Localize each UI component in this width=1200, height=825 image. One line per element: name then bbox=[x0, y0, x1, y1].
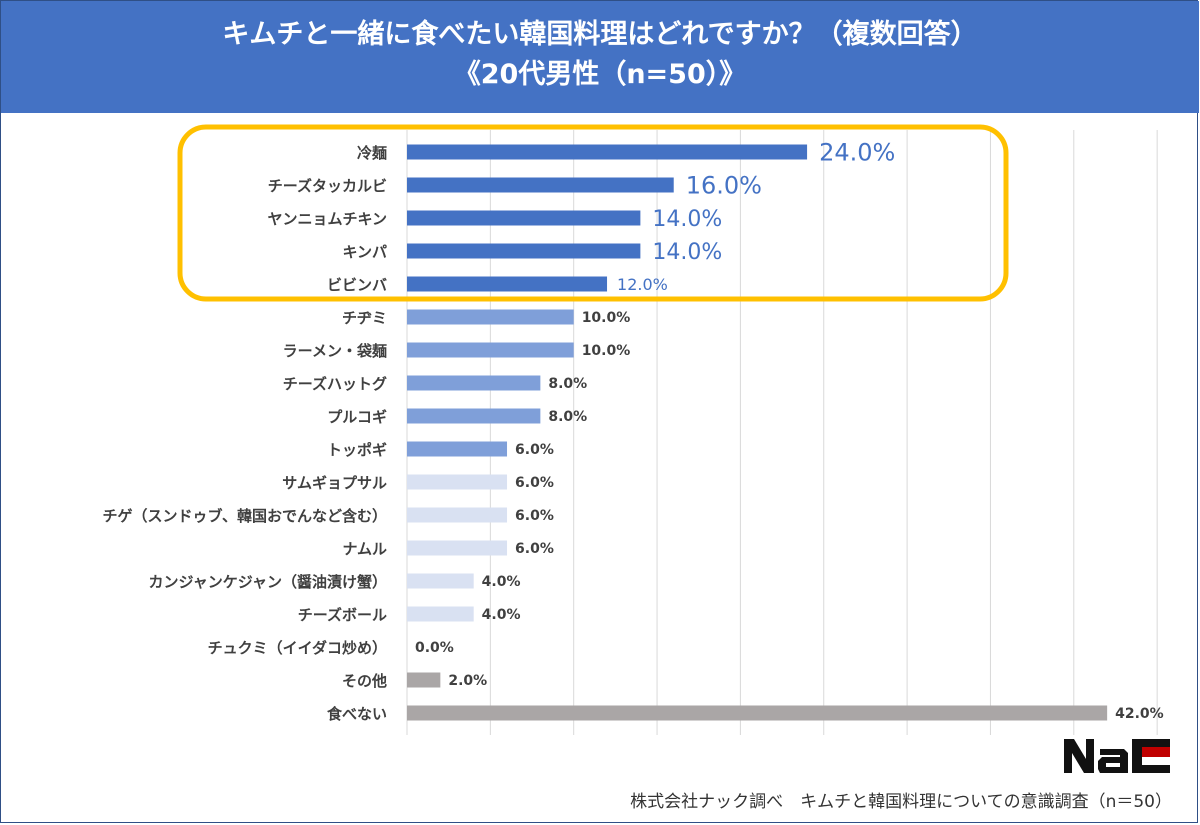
category-label: キンパ bbox=[342, 243, 387, 261]
bar bbox=[407, 342, 574, 358]
value-label: 4.0% bbox=[482, 607, 521, 623]
chart-title: キムチと一緒に食べたい韓国料理はどれですか？（複数回答） bbox=[222, 19, 978, 50]
category-label: ナムル bbox=[342, 540, 387, 558]
chart-header: キムチと一緒に食べたい韓国料理はどれですか？（複数回答） 《20代男性（n=50… bbox=[1, 1, 1199, 113]
value-label: 8.0% bbox=[548, 409, 587, 425]
category-label: トッポギ bbox=[327, 441, 387, 459]
bar bbox=[407, 705, 1108, 721]
bar bbox=[407, 177, 674, 193]
category-label: チーズハットグ bbox=[283, 375, 387, 393]
highlight-box bbox=[177, 124, 1009, 302]
bar bbox=[407, 606, 474, 622]
value-label: 10.0% bbox=[582, 310, 631, 326]
category-label: ビビンバ bbox=[327, 276, 387, 294]
value-label: 24.0% bbox=[819, 139, 895, 167]
category-label: チーズボール bbox=[298, 606, 387, 624]
category-label: 冷麺 bbox=[357, 144, 387, 162]
bar bbox=[407, 375, 541, 391]
category-label: サムギョプサル bbox=[282, 474, 387, 492]
value-label: 42.0% bbox=[1115, 706, 1164, 722]
bar bbox=[407, 507, 508, 523]
bar bbox=[407, 672, 441, 688]
value-label: 10.0% bbox=[582, 343, 631, 359]
bar bbox=[407, 309, 574, 325]
source-note: 株式会社ナック調べ キムチと韓国料理についての意識調査（n＝50） bbox=[630, 792, 1172, 812]
bar bbox=[407, 144, 808, 160]
category-label: チーズタッカルビ bbox=[268, 177, 387, 195]
value-label: 6.0% bbox=[515, 475, 554, 491]
value-label: 16.0% bbox=[686, 172, 762, 200]
bar bbox=[407, 441, 508, 457]
category-label: ラーメン・袋麺 bbox=[283, 342, 387, 360]
category-label: ヤンニョムチキン bbox=[267, 210, 387, 228]
value-label: 6.0% bbox=[515, 508, 554, 524]
nac-logo bbox=[1064, 739, 1170, 773]
category-label: カンジャンケジャン（醤油漬け蟹） bbox=[148, 573, 387, 591]
category-label: プルコギ bbox=[327, 408, 387, 426]
bar bbox=[407, 474, 508, 490]
value-label: 14.0% bbox=[652, 207, 722, 232]
category-label: チュクミ（イイダコ炒め） bbox=[208, 639, 387, 657]
bar bbox=[407, 276, 608, 292]
bar bbox=[407, 210, 641, 226]
bar bbox=[407, 243, 641, 259]
value-label: 6.0% bbox=[515, 541, 554, 557]
category-label: 食べない bbox=[327, 705, 387, 723]
bar bbox=[407, 573, 474, 589]
value-label: 4.0% bbox=[482, 574, 521, 590]
value-label: 6.0% bbox=[515, 442, 554, 458]
value-label: 12.0% bbox=[617, 275, 668, 294]
value-label: 8.0% bbox=[548, 376, 587, 392]
bar bbox=[407, 540, 508, 556]
value-label: 0.0% bbox=[415, 640, 454, 656]
category-label: チヂミ bbox=[342, 309, 387, 327]
category-label: チゲ（スンドゥブ、韓国おでんなど含む） bbox=[102, 507, 387, 525]
chart-subtitle: 《20代男性（n=50）》 bbox=[453, 59, 747, 90]
category-label: その他 bbox=[342, 672, 387, 690]
value-label: 14.0% bbox=[652, 240, 722, 265]
bar bbox=[407, 408, 541, 424]
value-label: 2.0% bbox=[448, 673, 487, 689]
